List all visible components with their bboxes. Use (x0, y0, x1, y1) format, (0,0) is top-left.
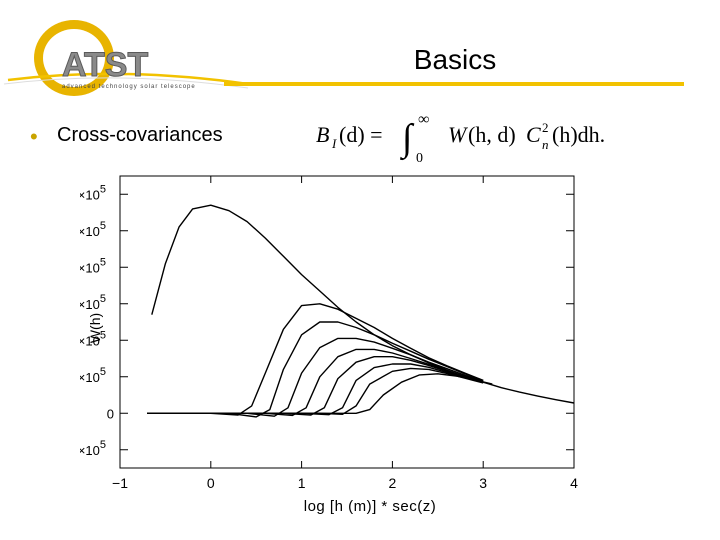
y-axis-label: W(h) (87, 313, 103, 343)
series-line-6 (147, 355, 484, 416)
series-line-7 (147, 363, 484, 416)
bullet-text: Cross-covariances (57, 124, 223, 146)
y-tick-label: 3×105 (80, 293, 106, 312)
y-tick-labels: −1×105 0 1×105 2×105 3×105 4×105 5×105 6×105 (80, 183, 114, 458)
formula: B I (d) = ∫ ∞ 0 W (h, d) C 2 n (h)dh. (316, 111, 605, 166)
slide-title: Basics (413, 44, 497, 75)
y-tick-label: 2×105 (80, 329, 106, 348)
x-tick-label: 1 (298, 475, 306, 491)
integral-lower: 0 (416, 151, 423, 166)
bullet-icon: • (30, 124, 38, 149)
ticks (119, 176, 575, 468)
atst-logo: ATST advanced technology solar telescope (3, 20, 249, 96)
plot-frame (119, 175, 575, 469)
x-tick-label: 4 (570, 475, 578, 491)
x-tick-label: 2 (389, 475, 397, 491)
y-tick-label: −1×105 (80, 439, 106, 458)
series-line-8 (147, 367, 484, 416)
title-divider (224, 82, 684, 86)
integral-sign: ∫ (400, 117, 415, 161)
logo-text: ATST (62, 46, 148, 84)
formula-lhs-arg: (d) = (339, 122, 383, 147)
x-tick-label: 0 (207, 475, 215, 491)
formula-w-args: (h, d) (468, 122, 516, 147)
formula-c-sub: n (542, 137, 549, 152)
w-h-chart: −1 0 1 2 3 4 −1×105 0 1×105 2×105 3×105 4×105 5×105… (80, 175, 578, 515)
series-layer (147, 204, 575, 418)
series-line-2 (147, 303, 484, 416)
y-tick-label: 4×105 (80, 256, 106, 275)
logo-tagline: advanced technology solar telescope (62, 84, 196, 90)
series-line-1 (151, 204, 575, 404)
y-tick-label: 6×105 (80, 183, 106, 202)
x-tick-labels: −1 0 1 2 3 4 (112, 475, 578, 491)
formula-lhs-sub: I (331, 136, 337, 151)
atst-logo-icon (3, 20, 249, 96)
formula-lhs: B (316, 122, 329, 147)
formula-c-sup: 2 (542, 120, 549, 135)
x-tick-label: 3 (479, 475, 487, 491)
y-tick-label: 1×105 (80, 366, 106, 385)
integral-upper: ∞ (418, 111, 429, 128)
formula-c: C (526, 122, 541, 147)
series-line-9 (147, 373, 493, 415)
y-tick-label: 5×105 (80, 220, 106, 239)
y-tick-label: 0 (107, 406, 114, 421)
x-tick-label: −1 (112, 475, 128, 491)
formula-tail: (h)dh. (552, 122, 605, 147)
formula-w: W (448, 122, 468, 147)
series-line-4 (147, 337, 484, 417)
series-line-3 (147, 321, 484, 418)
x-axis-label: log [h (m)] * sec(z) (304, 498, 437, 515)
